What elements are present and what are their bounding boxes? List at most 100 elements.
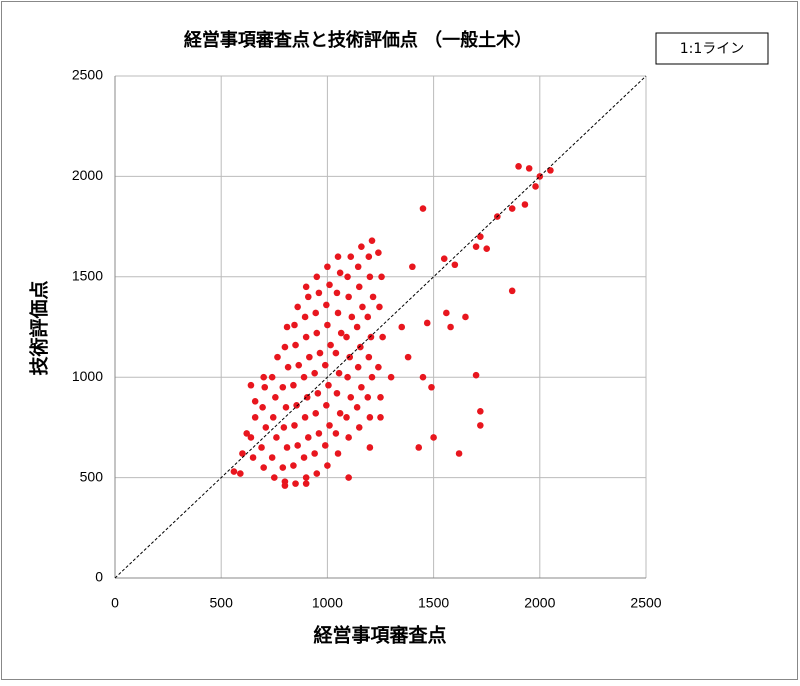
scatter-point [483, 245, 491, 252]
scatter-point [274, 353, 281, 361]
reference-line [114, 75, 647, 579]
scatter-point [247, 381, 255, 389]
scatter-point [443, 309, 450, 317]
scatter-point [365, 253, 373, 261]
scatter-point [283, 444, 291, 451]
scatter-point [251, 414, 259, 421]
scatter-point [259, 404, 266, 411]
scatter-point [303, 393, 311, 401]
scatter-point [334, 253, 342, 261]
scatter-point [347, 253, 355, 261]
scatter-point [284, 363, 292, 371]
scatter-point [353, 404, 361, 411]
scatter-point [477, 233, 484, 240]
scatter-point [260, 464, 267, 471]
scatter-point [477, 408, 484, 415]
scatter-point [315, 289, 323, 297]
scatter-point [404, 353, 412, 361]
scatter-point [300, 454, 308, 461]
scatter-point [243, 430, 250, 437]
scatter-point [472, 243, 480, 250]
scatter-point [366, 444, 374, 451]
scatter-point [336, 410, 344, 417]
legend-box [655, 32, 769, 65]
y-tick-label: 2500 [72, 67, 103, 83]
scatter-point [521, 201, 529, 208]
scatter-point [477, 422, 484, 429]
scatter-point [355, 283, 363, 291]
scatter-point [366, 273, 374, 281]
scatter-point [358, 243, 365, 250]
scatter-point [430, 434, 437, 441]
scatter-point [365, 353, 373, 361]
scatter-point [419, 373, 427, 381]
scatter-point [302, 333, 310, 341]
scatter-point [302, 283, 310, 291]
scatter-point [375, 249, 382, 257]
scatter-point [332, 349, 340, 357]
scatter-point [451, 261, 459, 269]
scatter-point [333, 389, 341, 397]
scatter-point [251, 397, 259, 405]
y-axis-label: 技術評価点 [28, 280, 51, 375]
y-tick-label: 2000 [72, 167, 103, 183]
scatter-point [326, 281, 333, 289]
scatter-point [334, 450, 342, 457]
scatter-point [366, 414, 374, 421]
scatter-point [268, 454, 276, 461]
scatter-point [423, 319, 431, 327]
scatter-point [316, 349, 324, 357]
y-tick-label: 0 [95, 569, 103, 585]
scatter-point [508, 287, 516, 295]
scatter-point [387, 373, 395, 381]
scatter-point [261, 383, 269, 391]
scatter-point [312, 410, 320, 417]
scatter-point [292, 480, 299, 487]
scatter-point [335, 369, 343, 377]
scatter-point [337, 329, 345, 337]
scatter-point [268, 373, 276, 381]
x-axis-label: 経営事項審査点 [313, 624, 446, 647]
scatter-point [291, 321, 298, 329]
x-tick-label: 1000 [312, 595, 343, 611]
scatter-point [271, 474, 278, 481]
y-tick-label: 500 [80, 468, 104, 484]
scatter-point [343, 333, 350, 341]
chart-title: 経営事項審査点と技術評価点 （一般土木） [184, 29, 532, 51]
scatter-point [508, 205, 516, 212]
scatter-point [306, 353, 313, 361]
scatter-point [304, 434, 312, 441]
scatter-point [273, 434, 280, 441]
scatter-point [367, 333, 375, 341]
scatter-point [336, 269, 344, 277]
scatter-point [302, 474, 310, 481]
scatter-point [301, 414, 309, 421]
scatter-point [324, 263, 331, 271]
scatter-point [447, 323, 454, 331]
scatter-point [532, 183, 539, 190]
scatter-point [282, 404, 290, 411]
scatter-point [345, 293, 352, 301]
scatter-point [462, 313, 469, 321]
scatter-point [355, 424, 363, 431]
scatter-point [314, 389, 322, 397]
scatter-point [344, 273, 351, 281]
scatter-point [375, 363, 382, 371]
scatter-point [347, 393, 355, 401]
scatter-point [376, 303, 383, 311]
scatter-point [321, 361, 329, 369]
scatter-point [312, 309, 320, 317]
scatter-point [419, 205, 427, 212]
scatter-point [292, 341, 299, 349]
scatter-point [326, 422, 333, 429]
scatter-point [348, 313, 356, 321]
scatter-point [358, 383, 365, 391]
scatter-point [300, 373, 308, 381]
scatter-point [258, 444, 265, 451]
scatter-point [324, 321, 331, 329]
scatter-point [283, 323, 291, 331]
scatter-point [325, 381, 332, 389]
y-tick-label: 1000 [72, 368, 103, 384]
